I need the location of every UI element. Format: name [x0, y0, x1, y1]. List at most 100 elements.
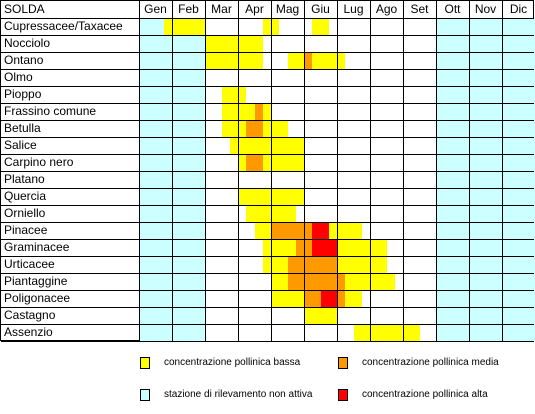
pollen-cell [353, 35, 363, 52]
pollen-cell [452, 307, 462, 324]
pollen-cell [188, 137, 198, 154]
pollen-cell [312, 290, 321, 307]
pollen-cell [304, 154, 313, 171]
pollen-cell [246, 86, 255, 103]
pollen-cell [271, 69, 280, 86]
pollen-cell [163, 256, 173, 273]
pollen-cell [246, 256, 255, 273]
pollen-cell [180, 137, 189, 154]
pollen-cell [378, 69, 387, 86]
pollen-cell [229, 205, 239, 222]
pollen-cell [493, 188, 503, 205]
row-divider [1, 103, 534, 104]
pollen-cell [460, 52, 470, 69]
pollen-cell [262, 18, 272, 35]
pollen-cell [502, 256, 511, 273]
pollen-cell [493, 307, 503, 324]
pollen-cell [213, 35, 222, 52]
pollen-cell [353, 154, 363, 171]
taxon-label: Nocciolo [4, 36, 51, 50]
pollen-cell [411, 137, 420, 154]
pollen-cell [254, 171, 264, 188]
pollen-cell [279, 18, 288, 35]
pollen-cell [147, 171, 156, 188]
pollen-cell [238, 273, 247, 290]
pollen-cell [238, 239, 247, 256]
pollen-cell [295, 103, 305, 120]
pollen-cell [427, 120, 437, 137]
pollen-cell [394, 52, 404, 69]
pollen-cell [221, 154, 231, 171]
pollen-cell [155, 307, 165, 324]
pollen-cell [312, 69, 321, 86]
pollen-cell [361, 307, 371, 324]
pollen-cell [370, 171, 379, 188]
pollen-cell [518, 18, 528, 35]
pollen-cell [370, 205, 379, 222]
pollen-cell [287, 273, 297, 290]
pollen-cell [238, 137, 247, 154]
row-divider [1, 137, 534, 138]
pollen-cell [180, 35, 189, 52]
pollen-cell [229, 52, 239, 69]
pollen-cell [361, 222, 371, 239]
pollen-cell [460, 69, 470, 86]
legend-label-inactive: stazione di rilevamento non attiva [164, 389, 313, 400]
pollen-cell [229, 222, 239, 239]
pollen-cell [229, 307, 239, 324]
pollen-cell [477, 239, 486, 256]
pollen-cell [419, 52, 429, 69]
pollen-cell [460, 35, 470, 52]
pollen-cell [172, 171, 181, 188]
pollen-cell [312, 205, 321, 222]
taxon-label: Poligonacee [4, 291, 71, 305]
pollen-cell [246, 324, 255, 341]
row-divider [1, 222, 534, 223]
pollen-cell [196, 290, 206, 307]
pollen-cell [304, 18, 313, 35]
pollen-cell [172, 324, 181, 341]
pollen-cell [271, 205, 280, 222]
pollen-cell [147, 86, 156, 103]
pollen-cell [238, 18, 247, 35]
pollen-cell [295, 188, 305, 205]
pollen-cell [229, 188, 239, 205]
pollen-cell [188, 171, 198, 188]
pollen-cell [229, 256, 239, 273]
pollen-cell [196, 52, 206, 69]
pollen-cell [460, 239, 470, 256]
pollen-cell [378, 188, 387, 205]
pollen-cell [312, 307, 321, 324]
pollen-cell [180, 120, 189, 137]
pollen-cell [262, 239, 272, 256]
pollen-cell [526, 137, 535, 154]
pollen-cell [403, 120, 412, 137]
pollen-cell [436, 137, 445, 154]
pollen-cell [188, 154, 198, 171]
pollen-cell [271, 256, 280, 273]
pollen-cell [452, 188, 462, 205]
pollen-cell [469, 324, 478, 341]
pollen-cell [370, 239, 379, 256]
pollen-cell [460, 103, 470, 120]
pollen-cell [238, 154, 247, 171]
pollen-cell [320, 52, 330, 69]
pollen-cell [304, 239, 313, 256]
pollen-cell [526, 273, 535, 290]
legend-swatch-high [338, 389, 348, 401]
pollen-cell [403, 324, 412, 341]
pollen-cell [163, 69, 173, 86]
pollen-cell [279, 273, 288, 290]
pollen-cell [510, 239, 519, 256]
pollen-cell [337, 86, 346, 103]
month-divider [436, 1, 437, 341]
month-divider [172, 1, 173, 341]
pollen-cell [172, 239, 181, 256]
pollen-cell [139, 69, 148, 86]
pollen-cell [287, 205, 297, 222]
pollen-cell [452, 205, 462, 222]
pollen-cell [510, 290, 519, 307]
pollen-cell [353, 52, 363, 69]
pollen-cell [345, 324, 354, 341]
pollen-cell [370, 120, 379, 137]
